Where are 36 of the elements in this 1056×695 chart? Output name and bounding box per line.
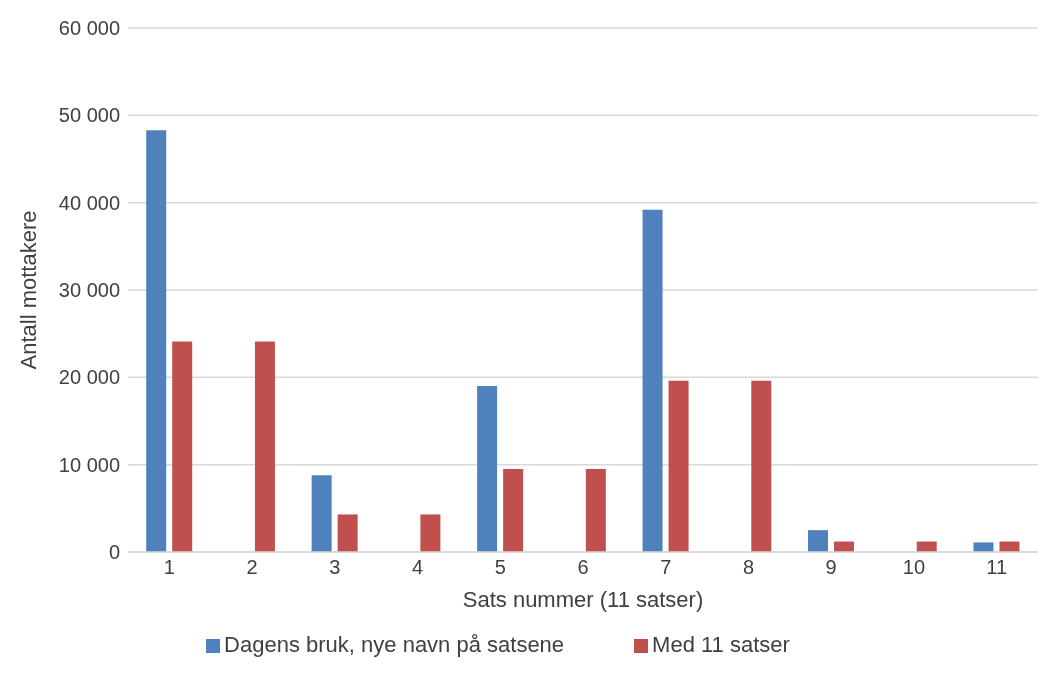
y-tick-label: 30 000	[58, 279, 120, 302]
bar	[477, 386, 498, 552]
y-tick-label: 40 000	[58, 191, 120, 214]
x-tick-label: 5	[494, 556, 506, 579]
bar	[973, 542, 994, 552]
y-tick-label: 10 000	[58, 453, 120, 476]
bar	[146, 130, 167, 552]
bar	[808, 530, 829, 552]
x-axis-title: Sats nummer (11 satser)	[462, 587, 704, 612]
bar	[254, 341, 275, 552]
bar	[420, 514, 441, 552]
y-tick-label: 50 000	[58, 104, 120, 127]
x-tick-label: 8	[742, 556, 755, 579]
bar	[337, 514, 358, 552]
x-tick-label: 2	[246, 556, 258, 579]
bar	[311, 475, 332, 552]
bar	[503, 469, 524, 552]
bar	[642, 209, 663, 552]
legend-label: Dagens bruk, nye navn på satsene	[224, 632, 565, 657]
x-tick-label: 6	[577, 556, 589, 579]
y-axis-title: Antall mottakere	[15, 210, 41, 370]
x-tick-label: 11	[986, 556, 1008, 579]
y-tick-label: 20 000	[58, 366, 120, 389]
bar	[172, 341, 193, 552]
y-tick-label: 60 000	[58, 17, 120, 40]
bar	[585, 469, 606, 552]
x-tick-label: 10	[902, 556, 926, 579]
x-tick-label: 4	[411, 556, 424, 579]
bar	[668, 380, 689, 552]
bar	[751, 380, 772, 552]
x-tick-label: 7	[660, 556, 672, 579]
y-tick-label: 0	[108, 541, 120, 564]
x-tick-label: 1	[163, 556, 175, 579]
x-tick-label: 3	[329, 556, 341, 579]
legend-label: Med 11 satser	[652, 632, 790, 657]
x-tick-label: 9	[825, 556, 837, 579]
